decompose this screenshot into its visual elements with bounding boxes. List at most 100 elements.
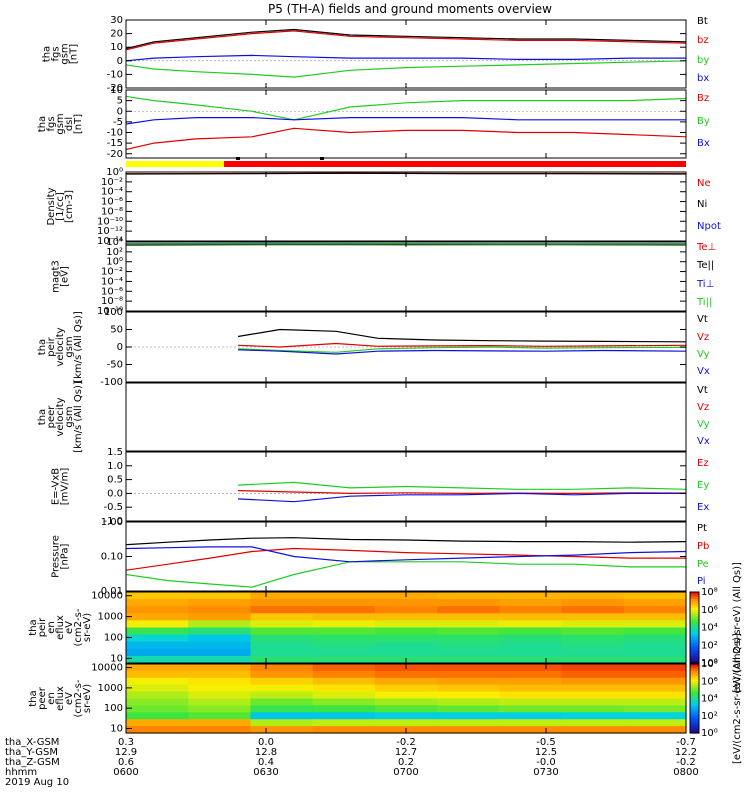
legend-entry: Pb [697, 541, 709, 552]
y-tick-label: 30 [110, 15, 123, 26]
heatmap-cell [374, 705, 438, 713]
heatmap-cell [561, 620, 625, 629]
colorbar-step [690, 632, 699, 636]
y-tick-label: 10⁻⁸ [101, 206, 123, 217]
heatmap-cell [312, 726, 376, 734]
colorbar-step [690, 625, 699, 629]
heatmap-cell [126, 691, 189, 700]
heatmap-cell [437, 592, 500, 600]
heatmap-cell [623, 670, 687, 679]
y-axis-label-line: [mV/m] [60, 468, 71, 506]
y-axis-label-line: tha [42, 46, 53, 62]
heatmap-cell [561, 641, 625, 650]
x-axis-value: -0.2 [396, 737, 416, 748]
heatmap-cell [623, 606, 687, 614]
series-line-Ex [237, 492, 686, 503]
colorbar-step [690, 618, 699, 622]
flag-segment [224, 161, 686, 167]
y-tick-label: 10000 [91, 663, 123, 674]
colorbar-step [690, 609, 699, 613]
heatmap-cell [499, 664, 563, 672]
colorbar-step [690, 592, 699, 595]
legend-entry: Te|| [696, 260, 714, 271]
colorbar-step [690, 669, 699, 672]
y-axis-label-line: (cm2-s- [73, 608, 84, 646]
y-axis-label-line: velocity [55, 327, 66, 366]
colorbar-step [690, 659, 699, 662]
y-axis-label-line: tha [28, 690, 39, 706]
heatmap-cell [312, 664, 376, 672]
y-axis-label-line: velocity [55, 397, 66, 436]
legend-entry: Ez [697, 458, 709, 469]
heatmap-cell [437, 641, 500, 650]
heatmap-cell [437, 664, 500, 672]
heatmap-cell [250, 641, 314, 650]
y-tick-label: 10 [110, 723, 123, 734]
heatmap-cell [126, 670, 189, 679]
x-axis-value: 0.4 [258, 757, 274, 768]
colorbar-step [690, 654, 699, 657]
y-axis-label-line: eflux [55, 686, 66, 711]
y-axis-label-line: Pressure [51, 535, 62, 578]
heatmap-cell [126, 613, 189, 621]
heatmap-cell [374, 634, 438, 643]
legend-entry: Bx [697, 138, 710, 149]
x-axis-row-label: tha_Z-GSM [5, 757, 60, 768]
y-tick-label: 10 [110, 85, 123, 96]
heatmap-cell [374, 599, 438, 607]
series-line-By [125, 95, 687, 121]
heatmap-cell [312, 691, 376, 700]
heatmap-cell [250, 677, 314, 686]
panel-8: 1.00 0.10 0.01 Pt Pb Pe Pi Pressure[nPa] [51, 517, 710, 597]
heatmap-cell [437, 691, 500, 700]
heatmap-cell [188, 592, 252, 600]
y-axis-label-line: [nT] [69, 44, 80, 64]
colorbar-step [690, 698, 699, 701]
y-tick-label: 50 [110, 325, 123, 336]
legend-entry: Vt [697, 385, 708, 396]
y-tick-label: 0.01 [101, 586, 123, 597]
heatmap-cell [188, 664, 252, 672]
y-axis-label-line: peer [37, 686, 48, 710]
legend-entry: Vx [697, 366, 710, 377]
colorbar-step [690, 689, 699, 693]
heatmap-cell [623, 592, 687, 600]
legend-entry: Ey [697, 480, 709, 491]
heatmap-cell [561, 648, 625, 657]
heatmap-cell [188, 705, 252, 713]
heatmap-cell [126, 705, 189, 713]
heatmap-cell [126, 719, 189, 727]
heatmap-cell [250, 698, 314, 706]
legend-entry: Npot [697, 221, 721, 232]
x-axis-value: -0.5 [536, 737, 556, 748]
colorbar-step [690, 714, 699, 717]
y-tick-label: -20 [107, 149, 123, 160]
flag-mark [236, 157, 240, 160]
legend-entry: Vx [697, 436, 710, 447]
heatmap-cell [437, 670, 500, 679]
heatmap-cell [499, 684, 563, 693]
colorbar-step [690, 602, 699, 606]
y-axis-label-line: fgs [51, 46, 62, 61]
y-axis-label-line: gsm [55, 113, 66, 134]
heatmap-cell [126, 606, 189, 614]
x-axis-annotation: tha_X-GSMtha_Y-GSMtha_Z-GSMhhmm0.312.90.… [5, 737, 699, 778]
heatmap-cell [561, 698, 625, 706]
legend-entry: Te⊥ [696, 242, 716, 253]
colorbar-step [690, 705, 699, 708]
heatmap-cell [561, 691, 625, 700]
heatmap-cell [561, 627, 625, 636]
colorbar-step [690, 681, 699, 684]
heatmap-cell [126, 712, 189, 720]
colorbar-step [690, 622, 699, 625]
heatmap-cell [126, 684, 189, 693]
colorbar-step [690, 665, 699, 669]
y-tick-label: 10⁻¹⁴ [97, 236, 123, 247]
legend-entry: Pi [697, 576, 706, 587]
series-line-Ey [237, 481, 687, 490]
x-axis-row-label: tha_X-GSM [5, 737, 59, 748]
colorbar-step [690, 645, 699, 648]
x-axis-value: 0800 [673, 767, 698, 778]
y-axis-label-line: sr-eV) [82, 684, 93, 713]
